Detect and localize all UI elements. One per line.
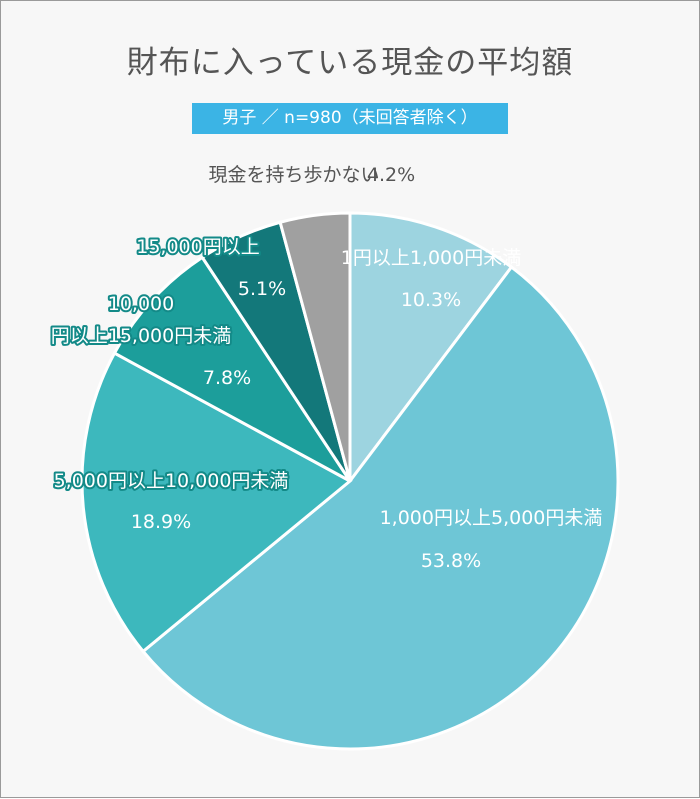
slice-label-4-line-1: 10,000: [108, 293, 174, 315]
pie-slice-2: [141, 264, 620, 751]
pie-slice-1: [348, 211, 514, 486]
slice-value-2: 53.8%: [421, 550, 481, 572]
slice-value-3: 18.9%: [131, 511, 191, 533]
slice-value-4: 7.8%: [203, 367, 251, 389]
chart-title: 財布に入っている現金の平均額: [126, 45, 574, 81]
slice-value-5: 5.1%: [238, 278, 286, 300]
slice-label-3: 5,000円以上10,000円未満: [54, 470, 289, 492]
slice-value-1: 10.3%: [401, 289, 461, 311]
pie-slice-3: [80, 351, 353, 654]
slice-label-4-line-2: 円以上15,000円未満: [51, 325, 231, 347]
slice-label-5: 15,000円以上: [136, 236, 259, 258]
pie-slice-6: [278, 211, 352, 482]
chart-subtitle-badge: 男子 ／ n=980（未回答者除く）: [192, 103, 508, 134]
slice-label-2: 1,000円以上5,000円未満: [380, 507, 603, 529]
slice-label-1: 1円以上1,000円未満: [341, 247, 521, 269]
slice-label-6: 現金を持ち歩かない: [208, 164, 379, 186]
pie-slice-4: [112, 255, 352, 483]
slice-value-6: 4.2%: [367, 164, 415, 186]
